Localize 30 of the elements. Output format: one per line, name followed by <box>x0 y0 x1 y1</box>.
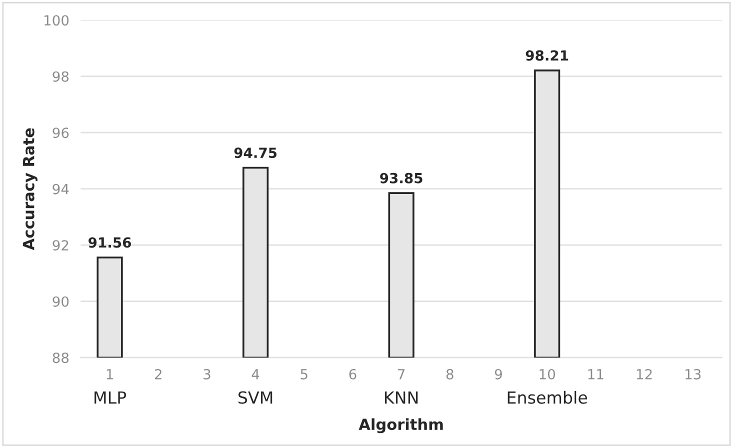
text: MLP <box>94 391 126 404</box>
y-tick-label: 100 <box>44 15 69 26</box>
x-tick-label: 5 <box>300 369 308 380</box>
text: SVM <box>238 391 272 404</box>
x-tick-label: 9 <box>494 368 502 380</box>
y-tick-label: 96 <box>52 128 69 138</box>
x-tick-label: 8 <box>446 368 454 380</box>
data-label: 98.21 <box>526 50 568 61</box>
x-tick-label: 4 <box>252 369 260 380</box>
data-label: 93.85 <box>380 172 422 184</box>
x-tick-label: 10 <box>540 368 555 380</box>
x-axis-title: Algorithm <box>358 418 443 434</box>
data-label: 91.56 <box>88 237 132 248</box>
x-tick-label: 11 <box>588 369 604 380</box>
y-tick-label: 98 <box>52 71 69 82</box>
y-axis-title: Accuracy Rate <box>23 128 38 250</box>
text: KNN <box>385 391 418 404</box>
x-tick-label: 13 <box>686 368 701 380</box>
y-tick-label: 94 <box>52 184 69 194</box>
x-tick-label: 12 <box>636 368 652 380</box>
x-tick-label: 7 <box>398 369 405 380</box>
text: Ensemble <box>508 390 588 404</box>
x-tick-label: 6 <box>349 368 356 380</box>
x-tick-label: 3 <box>204 368 210 380</box>
y-tick-label: 92 <box>52 240 68 251</box>
y-tick-label: 90 <box>52 296 69 307</box>
x-tick-label: 2 <box>154 368 162 380</box>
data-label: 94.75 <box>234 148 277 158</box>
x-tick-label: 1 <box>106 369 113 380</box>
y-tick-label: 88 <box>52 352 69 364</box>
